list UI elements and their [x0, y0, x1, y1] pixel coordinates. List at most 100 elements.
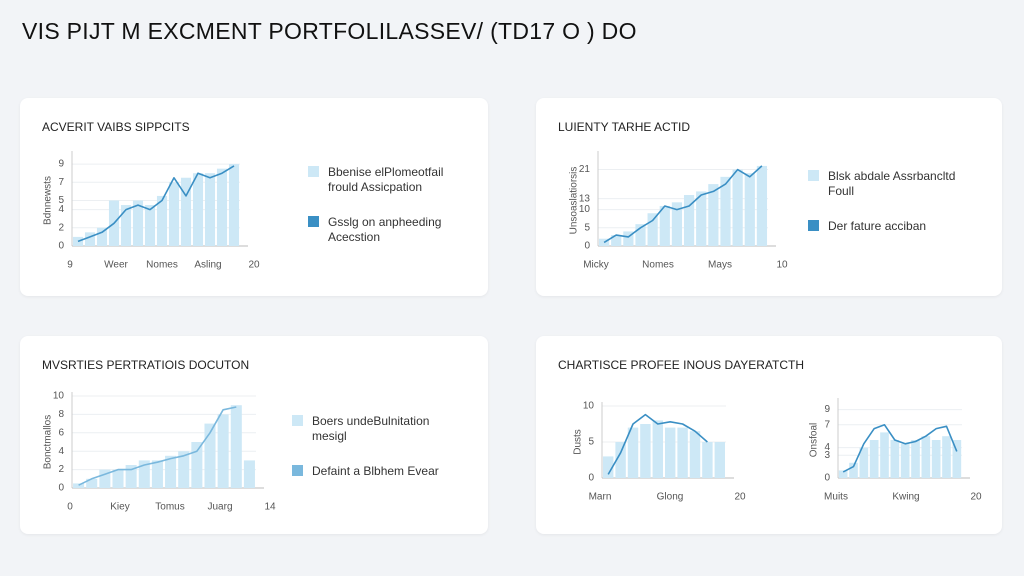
bar: [859, 447, 869, 478]
panel-title: CHARTISCE PROFEE INOUS DAYERATCTH: [558, 358, 804, 372]
x-tick-label: Nomes: [642, 260, 674, 271]
bar: [138, 460, 150, 488]
bar: [869, 440, 879, 478]
bar: [720, 176, 731, 246]
bar: [890, 440, 900, 478]
bar: [602, 456, 614, 478]
bar: [125, 465, 137, 488]
legend-swatch: [308, 166, 319, 177]
bar: [900, 443, 910, 478]
y-tick-label: 10: [53, 391, 65, 402]
panel-title: MVSRTIES PERTRATIOIS DOCUTON: [42, 358, 249, 372]
y-tick-label: 4: [58, 446, 64, 457]
bar: [151, 460, 163, 488]
panel-title: LUIENTY TARHE ACTID: [558, 120, 690, 134]
bar: [921, 436, 931, 478]
bar: [156, 195, 168, 246]
y-axis-label: Onsfoal: [809, 423, 820, 457]
y-tick-label: 5: [584, 222, 590, 233]
y-tick-label: 7: [824, 419, 830, 430]
legend-swatch: [292, 415, 303, 426]
bar: [732, 169, 743, 246]
y-tick-label: 2: [58, 222, 64, 233]
legend-swatch: [808, 170, 819, 181]
x-tick-label: Mays: [708, 260, 732, 271]
x-tick-label: Glong: [657, 492, 684, 503]
bar: [230, 405, 242, 488]
bar: [132, 200, 144, 246]
bar: [217, 414, 229, 488]
legend-swatch: [808, 220, 819, 231]
legend-label: Blsk abdale Assrbancltd Foull: [828, 169, 956, 198]
bar: [708, 184, 719, 246]
legend: Boers undeBulnitation mesigl Defaint a Bl…: [292, 414, 462, 499]
bar: [640, 424, 651, 478]
panel: [20, 336, 488, 534]
y-tick-label: 7: [58, 177, 64, 188]
legend-item: Blsk abdale Assrbancltd Foull: [808, 169, 978, 199]
legend: Bbenise elPlomeotfail frould Assicpation…: [308, 165, 468, 265]
x-tick-label: Asling: [194, 260, 221, 271]
bar: [144, 205, 156, 246]
y-axis-label: Bonctmallos: [43, 415, 54, 469]
bar: [683, 195, 695, 246]
y-tick-label: 9: [824, 404, 830, 415]
legend-item: Boers undeBulnitation mesigl: [292, 414, 462, 444]
legend-item: Bbenise elPlomeotfail frould Assicpation: [308, 165, 468, 195]
legend-label: Bbenise elPlomeotfail frould Assicpation: [328, 165, 444, 194]
bar: [838, 470, 848, 478]
panel: [20, 98, 488, 296]
bar: [849, 462, 858, 478]
y-axis-label: Bdnnewsts: [43, 176, 54, 225]
x-tick-label: 9: [67, 260, 73, 271]
x-tick-label: 20: [248, 260, 260, 271]
y-tick-label: 3: [824, 450, 830, 461]
y-tick-label: 4: [824, 442, 830, 453]
x-tick-label: Kwing: [892, 492, 919, 503]
y-tick-label: 0: [588, 473, 594, 484]
bar: [911, 440, 920, 478]
legend-label: Defaint a Blbhem Evear: [312, 464, 439, 478]
bar: [228, 164, 240, 246]
y-tick-label: 0: [58, 241, 64, 252]
x-tick-label: Marn: [589, 492, 612, 503]
y-tick-label: 10: [583, 401, 595, 412]
panel: [536, 98, 1002, 296]
bar: [744, 173, 755, 246]
y-axis-label: Dusts: [573, 429, 584, 455]
panel: [536, 336, 1002, 534]
line: [77, 165, 235, 243]
bar: [192, 173, 204, 246]
bar: [714, 442, 726, 478]
y-tick-label: 13: [579, 193, 591, 204]
bar: [942, 436, 951, 478]
legend: Blsk abdale Assrbancltd Foull Der fature …: [808, 169, 978, 254]
x-tick-label: Tomus: [155, 502, 184, 513]
y-tick-label: 5: [588, 437, 594, 448]
bar: [168, 182, 180, 246]
bar: [191, 442, 203, 488]
bar: [180, 177, 192, 246]
legend-item: Der fature acciban: [808, 219, 978, 234]
bar: [677, 427, 688, 478]
bar: [611, 235, 622, 246]
bar: [880, 432, 889, 478]
y-tick-label: 4: [58, 204, 64, 215]
bar: [689, 431, 701, 478]
x-tick-label: 14: [264, 502, 276, 513]
legend-swatch: [308, 216, 319, 227]
bar: [671, 202, 683, 246]
line: [842, 424, 958, 473]
line: [603, 165, 763, 244]
legend-label: Gsslg on anpheeding Acecstion: [328, 215, 442, 244]
bar: [652, 420, 664, 478]
x-tick-label: 20: [970, 492, 982, 503]
bar: [647, 213, 658, 246]
bar: [627, 427, 639, 478]
bar: [204, 423, 216, 488]
bar: [112, 469, 124, 488]
legend-item: Gsslg on anpheeding Acecstion: [308, 215, 468, 245]
bar: [952, 440, 962, 478]
